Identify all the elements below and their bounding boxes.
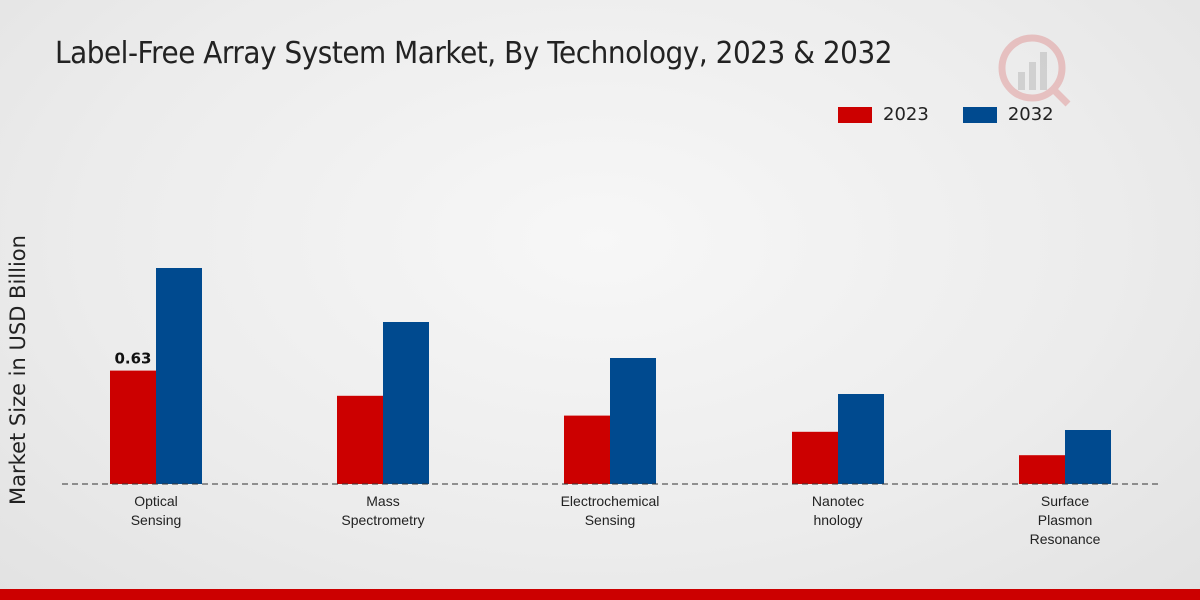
bar-2032-4: [1065, 430, 1111, 484]
bar-2032-1: [383, 322, 429, 484]
x-tick-line: hnology: [813, 512, 862, 528]
x-tick-line: Nanotec: [812, 493, 864, 509]
bar-2023-2: [564, 415, 610, 484]
x-tick-label-3: Nanotec hnology: [812, 493, 864, 528]
x-tick-label-1: Mass Spectrometry: [341, 493, 424, 528]
x-tick-line: Surface: [1041, 493, 1089, 509]
bar-2023-1: [337, 395, 383, 484]
brand-logo-icon: [998, 34, 1071, 107]
x-tick-line: Mass: [366, 493, 399, 509]
bar-2032-2: [610, 358, 656, 484]
x-tick-line: Electrochemical: [561, 493, 660, 509]
x-tick-line: Optical: [134, 493, 178, 509]
data-label-0: 0.63: [114, 350, 151, 368]
bar-2032-3: [838, 394, 884, 484]
x-tick-label-2: Electrochemical Sensing: [561, 493, 660, 528]
legend-item-2032: 2032: [962, 104, 1054, 125]
legend: 2023 2032: [838, 104, 1088, 125]
x-tick-line: Resonance: [1030, 531, 1101, 547]
footer-bar: [0, 589, 1200, 600]
x-tick-label-4: Surface Plasmon Resonance: [1030, 493, 1101, 547]
x-tick-line: Plasmon: [1038, 512, 1092, 528]
x-tick-line: Spectrometry: [341, 512, 424, 528]
legend-label-2032: 2032: [1007, 104, 1054, 125]
bar-2023-0: [110, 370, 156, 484]
x-tick-line: Sensing: [131, 512, 182, 528]
legend-swatch-2032: [962, 106, 997, 123]
legend-label-2023: 2023: [883, 104, 929, 125]
bars-group: [110, 268, 1111, 484]
chart-title: Label-Free Array System Market, By Techn…: [55, 36, 893, 71]
bar-2032-0: [156, 268, 202, 484]
x-tick-labels: Optical Sensing Mass Spectrometry Electroche…: [131, 493, 1101, 547]
bar-2023-3: [792, 431, 838, 484]
legend-swatch-2023: [838, 106, 872, 123]
x-tick-label-0: Optical Sensing: [131, 493, 182, 528]
bar-2023-4: [1019, 455, 1065, 484]
legend-item-2023: 2023: [838, 104, 929, 125]
x-tick-line: Sensing: [585, 512, 636, 528]
data-labels: 0.63: [114, 350, 151, 368]
